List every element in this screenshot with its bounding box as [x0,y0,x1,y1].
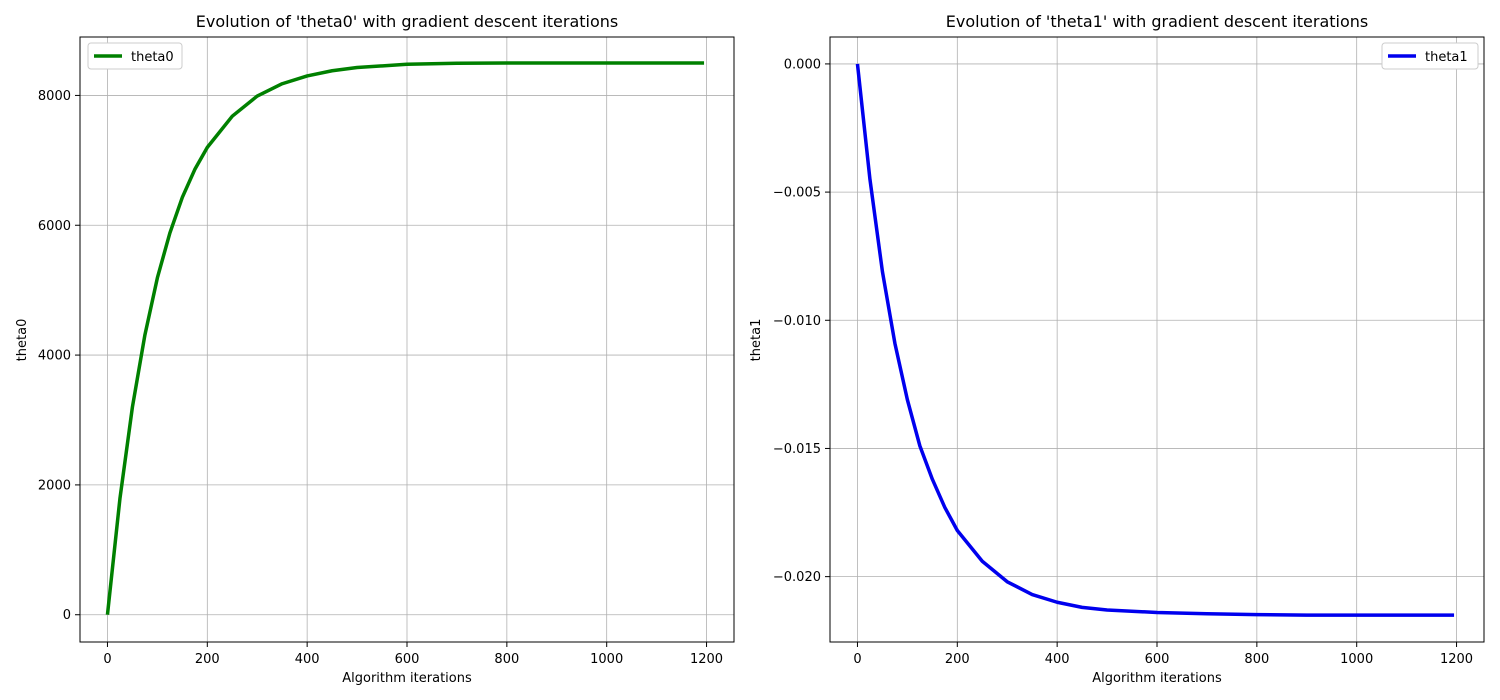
y-tick-label: −0.010 [773,314,821,329]
x-tick-label: 0 [853,652,861,667]
series-line-theta0 [105,61,705,615]
legend-box [1381,42,1479,70]
x-ticks: 0 200 400 600 800 1000 1200 [103,642,723,667]
y-tick-label: 6000 [38,219,71,234]
y-tick-label: 2000 [38,478,71,493]
x-axis-label: Algorithm iterations [342,671,472,686]
y-axis-label: theta1 [749,319,764,362]
y-ticks: 0.000 −0.005 −0.010 −0.015 −0.020 [773,57,830,585]
y-tick-label: 0.000 [784,57,821,72]
y-tick-label: −0.015 [773,442,821,457]
chart-theta1: Evolution of 'theta1' with gradient desc… [749,12,1485,686]
y-tick-label: 8000 [38,89,71,104]
y-ticks: 0 2000 4000 6000 8000 [38,89,80,623]
legend-label-theta1: theta1 [1425,50,1468,65]
x-tick-label: 800 [494,652,519,667]
x-tick-label: 400 [295,652,320,667]
plot-frame [829,36,1485,643]
y-tick-label: 0 [63,608,71,623]
y-tick-label: 4000 [38,349,71,364]
legend: theta0 [87,42,183,70]
x-tick-label: 1200 [1440,652,1473,667]
x-tick-label: 800 [1244,652,1269,667]
y-tick-label: −0.005 [773,186,821,201]
x-tick-label: 400 [1045,652,1070,667]
x-tick-label: 0 [103,652,111,667]
x-tick-label: 600 [395,652,420,667]
plot-frame [79,36,735,643]
gridlines [80,37,734,642]
series-line-theta1 [855,63,1455,617]
legend-label-theta0: theta0 [131,50,174,65]
x-tick-label: 600 [1145,652,1170,667]
legend: theta1 [1381,42,1479,70]
x-tick-label: 1000 [590,652,623,667]
x-tick-label: 1000 [1340,652,1373,667]
x-tick-label: 200 [945,652,970,667]
x-tick-label: 1200 [690,652,723,667]
y-tick-label: −0.020 [773,570,821,585]
series-lines [105,61,705,615]
x-ticks: 0 200 400 600 800 1000 1200 [853,642,1473,667]
y-axis-label: theta0 [15,319,30,362]
series-lines [855,63,1455,617]
chart-title: Evolution of 'theta1' with gradient desc… [946,12,1369,31]
gridlines [830,37,1484,642]
x-tick-label: 200 [195,652,220,667]
x-axis-label: Algorithm iterations [1092,671,1222,686]
legend-box [87,42,183,70]
chart-theta0: Evolution of 'theta0' with gradient desc… [15,12,735,686]
chart-title: Evolution of 'theta0' with gradient desc… [196,12,619,31]
